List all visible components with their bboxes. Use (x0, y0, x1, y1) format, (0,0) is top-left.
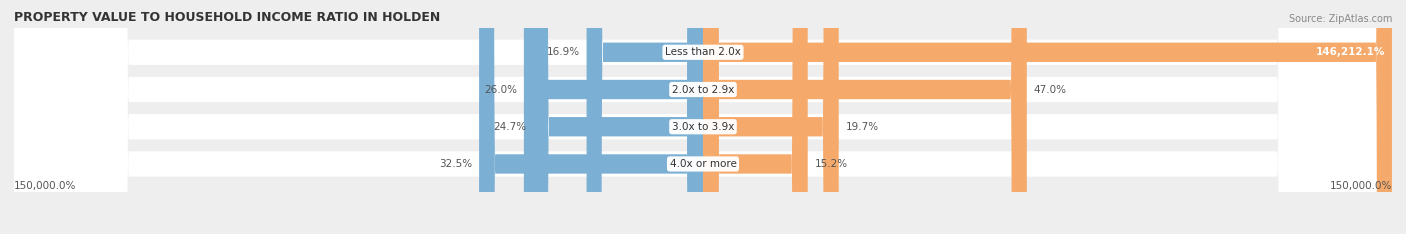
FancyBboxPatch shape (479, 0, 703, 234)
Text: 146,212.1%: 146,212.1% (1316, 47, 1385, 57)
Text: PROPERTY VALUE TO HOUSEHOLD INCOME RATIO IN HOLDEN: PROPERTY VALUE TO HOUSEHOLD INCOME RATIO… (14, 11, 440, 24)
FancyBboxPatch shape (703, 0, 1392, 234)
FancyBboxPatch shape (533, 0, 703, 234)
Text: Less than 2.0x: Less than 2.0x (665, 47, 741, 57)
Text: 3.0x to 3.9x: 3.0x to 3.9x (672, 122, 734, 132)
Text: 47.0%: 47.0% (1033, 84, 1067, 95)
Text: 4.0x or more: 4.0x or more (669, 159, 737, 169)
FancyBboxPatch shape (703, 0, 807, 234)
FancyBboxPatch shape (14, 0, 1392, 234)
Text: 19.7%: 19.7% (845, 122, 879, 132)
FancyBboxPatch shape (703, 0, 839, 234)
Text: 15.2%: 15.2% (814, 159, 848, 169)
Text: 24.7%: 24.7% (494, 122, 526, 132)
Text: 16.9%: 16.9% (547, 47, 579, 57)
FancyBboxPatch shape (14, 0, 1392, 234)
FancyBboxPatch shape (586, 0, 703, 234)
Text: 26.0%: 26.0% (484, 84, 517, 95)
Text: 32.5%: 32.5% (439, 159, 472, 169)
Text: 2.0x to 2.9x: 2.0x to 2.9x (672, 84, 734, 95)
FancyBboxPatch shape (703, 0, 1026, 234)
FancyBboxPatch shape (14, 0, 1392, 234)
Text: 150,000.0%: 150,000.0% (1330, 181, 1392, 191)
Text: 150,000.0%: 150,000.0% (14, 181, 76, 191)
FancyBboxPatch shape (14, 0, 1392, 234)
Text: Source: ZipAtlas.com: Source: ZipAtlas.com (1288, 14, 1392, 24)
FancyBboxPatch shape (524, 0, 703, 234)
